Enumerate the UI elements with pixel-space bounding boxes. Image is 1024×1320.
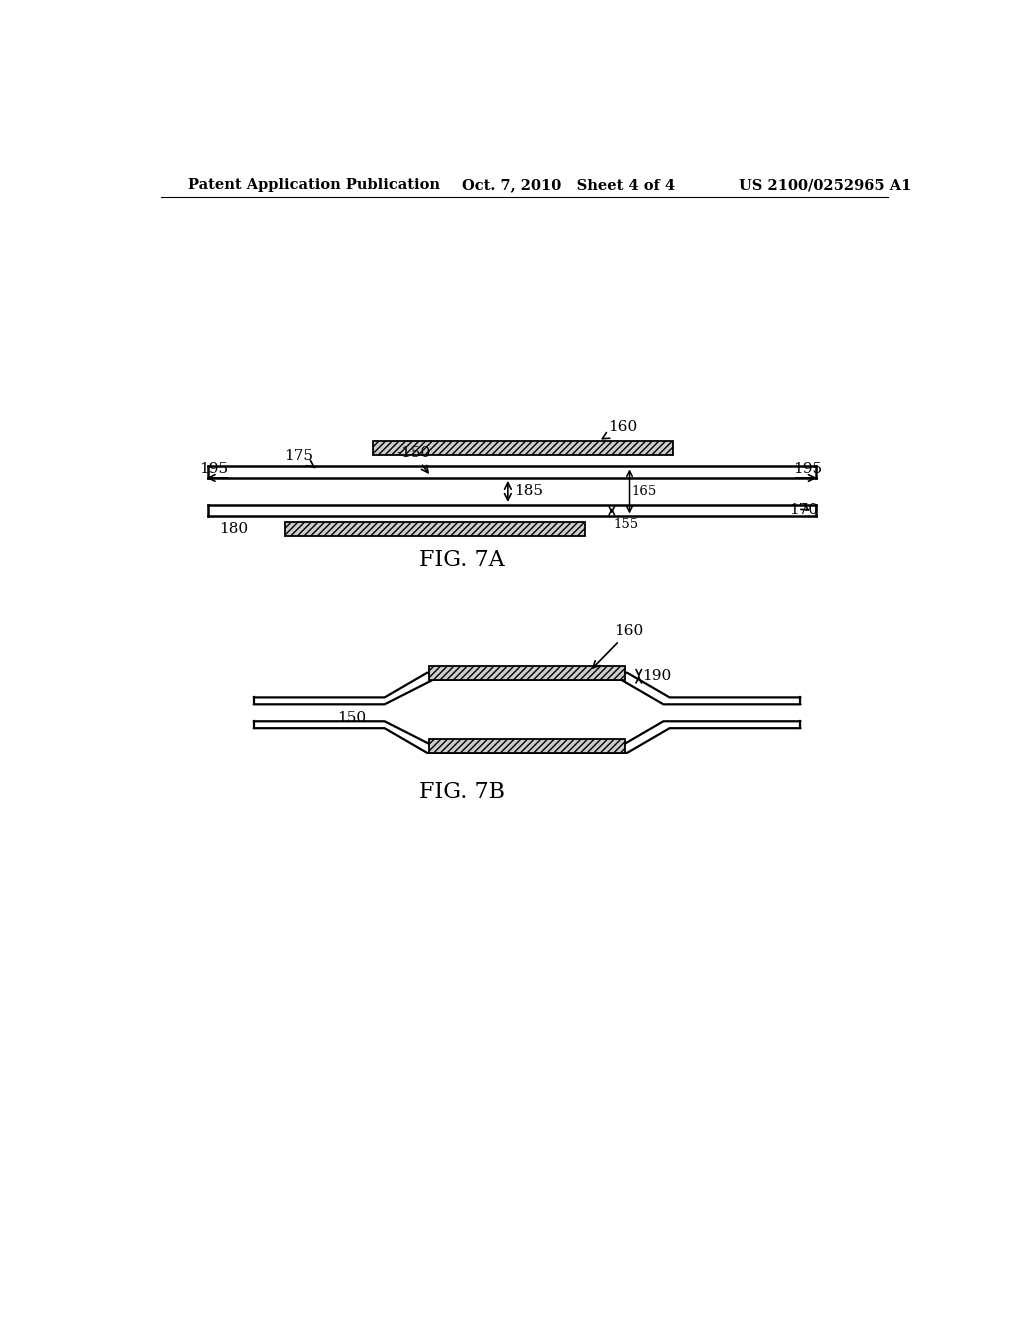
Text: 195: 195	[794, 462, 822, 475]
Bar	[429, 739, 625, 752]
Text: -150: -150	[396, 446, 430, 473]
Text: 180: 180	[219, 521, 248, 536]
Text: Oct. 7, 2010   Sheet 4 of 4: Oct. 7, 2010 Sheet 4 of 4	[462, 178, 675, 193]
Text: 185: 185	[514, 484, 543, 499]
Text: 165: 165	[631, 484, 656, 498]
Bar	[373, 441, 674, 455]
Text: 190: 190	[643, 669, 672, 684]
Text: 155: 155	[613, 517, 639, 531]
Text: 195: 195	[199, 462, 228, 475]
Text: 175: 175	[285, 449, 315, 467]
Bar	[429, 665, 625, 680]
Text: 160: 160	[593, 624, 643, 668]
Text: FIG. 7B: FIG. 7B	[419, 780, 505, 803]
Text: 150: 150	[337, 711, 366, 725]
Text: US 2100/0252965 A1: US 2100/0252965 A1	[739, 178, 911, 193]
Bar	[285, 521, 585, 536]
Text: 160: 160	[602, 420, 637, 438]
Text: FIG. 7A: FIG. 7A	[419, 549, 505, 572]
Text: 170: 170	[788, 503, 818, 517]
Text: Patent Application Publication: Patent Application Publication	[188, 178, 440, 193]
